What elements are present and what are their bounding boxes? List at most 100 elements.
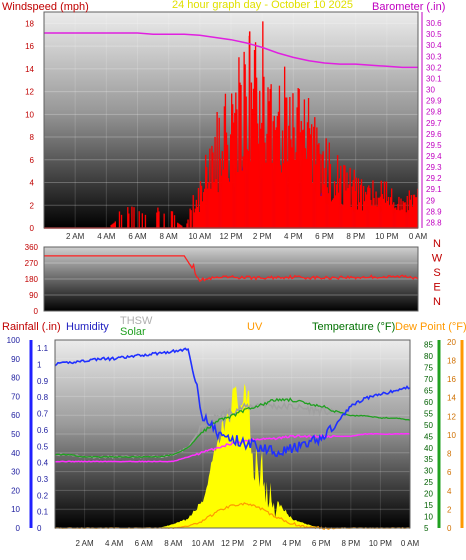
wind-gust-bar <box>382 198 385 228</box>
barometer-tick: 30.1 <box>426 74 442 83</box>
wind-gust-bar <box>141 213 143 228</box>
temperature-tick: 80 <box>424 352 433 361</box>
wind-gust-bar <box>362 186 365 228</box>
wind-gust-bar <box>266 133 268 228</box>
humidity-tick: 20 <box>11 486 20 495</box>
wind-gust-bar <box>398 196 400 228</box>
wind-gust-bar <box>384 202 387 228</box>
wind-gust-bar <box>326 187 328 228</box>
barometer-tick: 29.5 <box>426 141 442 150</box>
humidity-tick: 40 <box>11 449 20 458</box>
wind-gust-bar <box>245 96 247 228</box>
wind-gust-bar <box>170 211 173 228</box>
wind-gust-bar <box>394 208 396 228</box>
wind-gust-bar <box>133 207 135 228</box>
wind-gust-bar <box>389 197 392 228</box>
wind-gust-bar <box>255 77 258 228</box>
rainfall-tick: 0.1 <box>37 508 49 517</box>
wind-gust-bar <box>271 162 273 228</box>
wind-gust-bar <box>268 101 270 228</box>
windspeed-tick: 12 <box>25 88 34 97</box>
humidity-tick: 60 <box>11 411 20 420</box>
wind-gust-bar <box>233 122 235 228</box>
temperature-tick: 15 <box>424 501 433 510</box>
windspeed-tick: 2 <box>30 201 35 210</box>
rainfall-tick: 0 <box>37 524 42 533</box>
wind-gust-bar <box>349 167 351 228</box>
top-wind-gust-bars <box>110 21 419 229</box>
wind-gust-bar <box>243 51 245 229</box>
wind-gust-bar <box>221 151 223 228</box>
wind-gust-bar <box>286 97 288 228</box>
rainfall-axis: 0 0.1 0.2 0.3 0.4 0.5 0.6 0.7 0.8 0.9 1 1.1 <box>37 344 49 533</box>
wind-gust-bar <box>251 108 254 228</box>
wind-gust-bar <box>128 213 130 228</box>
wind-gust-bar <box>214 136 216 228</box>
wind-gust-bar <box>289 97 291 228</box>
wind-gust-bar <box>354 191 356 228</box>
barometer-tick: 30.6 <box>426 19 442 28</box>
compass-label: N <box>433 296 441 308</box>
temperature-tick: 35 <box>424 455 433 464</box>
wind-gust-bar <box>287 161 289 228</box>
barometer-tick: 28.8 <box>426 218 442 227</box>
bottom-plot-border <box>54 339 411 529</box>
barometer-label: Barometer (.in) <box>372 1 445 13</box>
direction-tick: 360 <box>25 243 39 252</box>
wind-gust-bar <box>306 122 309 228</box>
wind-direction-line <box>44 255 419 283</box>
wind-gust-bar <box>386 201 389 228</box>
wind-gust-bar <box>415 197 418 228</box>
wind-gust-bar <box>237 172 239 228</box>
thsw-label: THSW <box>120 315 153 327</box>
humidity-tick: 70 <box>11 392 20 401</box>
wind-gust-bar <box>256 123 259 228</box>
temperature-tick: 55 <box>424 409 433 418</box>
wind-gust-bar <box>267 87 269 228</box>
wind-gust-bar <box>259 90 261 228</box>
wind-gust-bar <box>333 181 336 228</box>
wind-gust-bar <box>246 149 248 228</box>
temperature-tick: 10 <box>424 513 433 522</box>
chart-title: 24 hour graph day - October 10 2025 <box>172 0 353 11</box>
bottom-time-tick: 6 AM <box>135 539 154 548</box>
wind-gust-bar <box>190 210 192 228</box>
wind-gust-bar <box>339 178 341 228</box>
wind-gust-bar <box>308 128 311 228</box>
top-time-tick: 6 PM <box>315 232 334 241</box>
wind-gust-bar <box>186 223 188 228</box>
wind-gust-bar <box>215 179 217 228</box>
top-plot-border <box>43 11 419 229</box>
wind-gust-bar <box>276 116 279 228</box>
rainfall-tick: 1.1 <box>37 344 49 353</box>
barometer-tick: 30 <box>426 86 435 95</box>
wind-gust-bar <box>118 211 121 228</box>
rainfall-tick: 0.8 <box>37 393 49 402</box>
bottom-time-axis: 2 AM 4 AM 6 AM 8 AM 10 AM 12 PM 2 PM 4 PM 6 PM 8 … <box>75 539 419 548</box>
wind-gust-bar <box>334 195 337 228</box>
mid-series <box>44 255 419 283</box>
wind-gust-bar <box>401 209 403 228</box>
wind-gust-bar <box>207 188 209 228</box>
wind-gust-bar <box>319 153 321 228</box>
rainfall-tick: 0.5 <box>37 442 49 451</box>
wind-gust-bar <box>345 190 347 228</box>
wind-gust-bar <box>298 88 300 229</box>
compass-label: S <box>433 267 440 279</box>
top-time-tick: 8 AM <box>160 232 179 241</box>
bottom-time-tick: 10 AM <box>192 539 215 548</box>
wind-gust-bar <box>111 224 113 228</box>
wind-gust-bar <box>365 191 367 228</box>
uv-tick: 16 <box>447 375 456 384</box>
wind-gust-bar <box>296 107 298 228</box>
wind-gust-bar <box>222 169 225 228</box>
wind-gust-bar <box>400 198 402 228</box>
uv-tick: 6 <box>447 468 452 477</box>
wind-gust-bar <box>412 194 415 228</box>
wind-gust-bar <box>366 194 368 228</box>
wind-gust-bar <box>342 205 344 228</box>
rainfall-tick: 1 <box>37 361 42 370</box>
wind-gust-bar <box>303 99 306 228</box>
